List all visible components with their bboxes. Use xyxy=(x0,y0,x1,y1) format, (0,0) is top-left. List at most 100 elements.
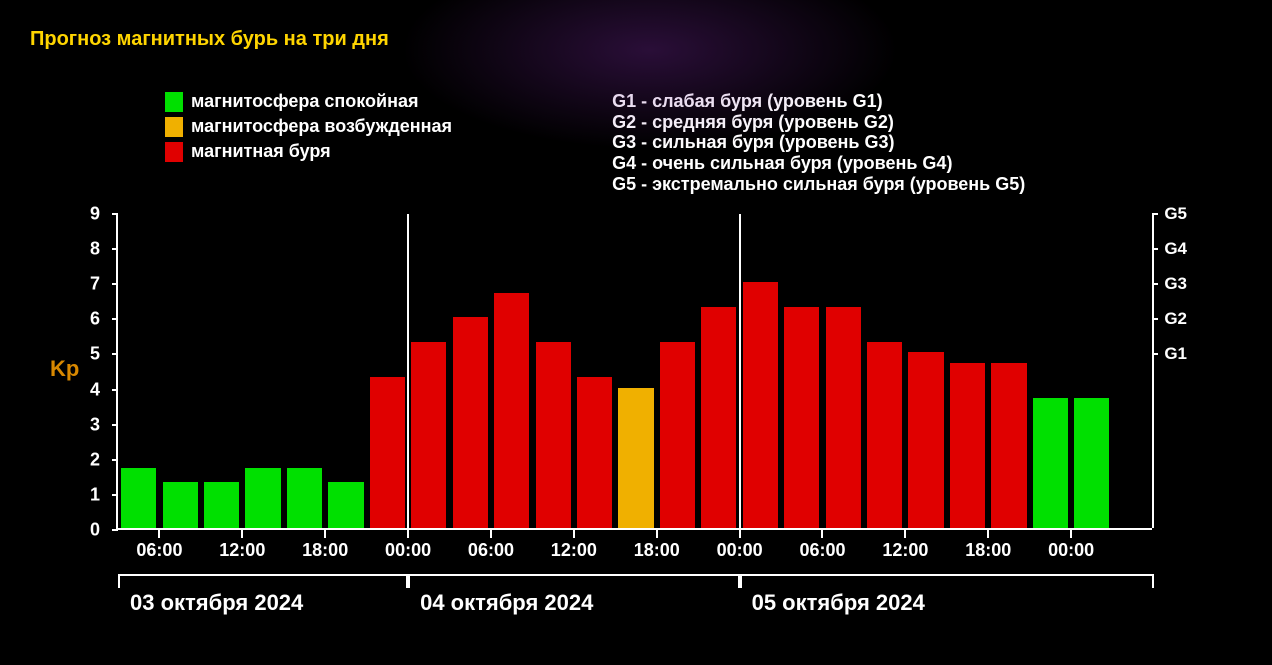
legend-label: магнитосфера спокойная xyxy=(191,91,419,112)
kp-bar xyxy=(784,307,819,528)
y-tick-mark xyxy=(112,248,118,250)
g-level-label: G5 xyxy=(1164,204,1187,224)
y-tick-label: 1 xyxy=(90,484,100,505)
x-tick-label: 00:00 xyxy=(717,540,763,561)
kp-bar xyxy=(370,377,405,528)
x-tick-mark xyxy=(821,530,823,538)
x-tick-mark xyxy=(656,530,658,538)
date-segment: 04 октября 2024 xyxy=(408,574,740,616)
g-scale-line: G2 - средняя буря (уровень G2) xyxy=(612,112,1025,133)
legend-label: магнитная буря xyxy=(191,141,331,162)
x-tick-label: 18:00 xyxy=(965,540,1011,561)
page-title: Прогноз магнитных бурь на три дня xyxy=(0,0,1272,51)
kp-bar xyxy=(287,468,322,528)
y-tick-mark xyxy=(112,494,118,496)
x-tick-mark xyxy=(407,530,409,538)
kp-bar xyxy=(991,363,1026,528)
date-label: 05 октября 2024 xyxy=(752,590,925,616)
legend-row: магнитосфера спокойная магнитосфера возбу… xyxy=(0,91,1272,194)
kp-bar xyxy=(204,482,239,528)
y-tick-mark xyxy=(112,424,118,426)
g-level-label: G1 xyxy=(1164,344,1187,364)
x-tick-label: 00:00 xyxy=(385,540,431,561)
x-tick-label: 18:00 xyxy=(302,540,348,561)
legend-swatch xyxy=(165,142,183,162)
y-tick-mark xyxy=(112,283,118,285)
legend-label: магнитосфера возбужденная xyxy=(191,116,452,137)
kp-bar xyxy=(826,307,861,528)
x-tick-label: 06:00 xyxy=(468,540,514,561)
y-tick-mark xyxy=(112,389,118,391)
x-tick-label: 06:00 xyxy=(136,540,182,561)
y-tick-mark xyxy=(112,353,118,355)
g-scale-line: G4 - очень сильная буря (уровень G4) xyxy=(612,153,1025,174)
y-tick-label: 3 xyxy=(90,414,100,435)
y-tick-mark xyxy=(112,318,118,320)
x-tick-mark xyxy=(241,530,243,538)
g-level-label: G4 xyxy=(1164,239,1187,259)
plot-area: 0123456789G1G2G3G4G506:0012:0018:0000:00… xyxy=(116,214,1152,530)
kp-bar xyxy=(1033,398,1068,528)
legend-item: магнитосфера спокойная xyxy=(165,91,452,112)
legend-swatch xyxy=(165,92,183,112)
x-tick-label: 18:00 xyxy=(634,540,680,561)
x-tick-mark xyxy=(158,530,160,538)
x-tick-mark xyxy=(904,530,906,538)
x-tick-mark xyxy=(490,530,492,538)
date-bracket xyxy=(740,574,1154,588)
kp-bar xyxy=(411,342,446,528)
y-tick-mark xyxy=(112,529,118,531)
day-divider xyxy=(739,214,741,528)
y-tick-label: 8 xyxy=(90,239,100,260)
y-tick-mark xyxy=(112,213,118,215)
y-tick-label: 7 xyxy=(90,274,100,295)
kp-bar xyxy=(121,468,156,528)
legend-item: магнитосфера возбужденная xyxy=(165,116,452,137)
x-tick-mark xyxy=(1070,530,1072,538)
x-tick-label: 12:00 xyxy=(219,540,265,561)
kp-bar xyxy=(867,342,902,528)
kp-bar xyxy=(163,482,198,528)
day-divider xyxy=(407,214,409,528)
kp-bar xyxy=(701,307,736,528)
kp-bar xyxy=(660,342,695,528)
y-tick-label: 2 xyxy=(90,449,100,470)
kp-bar xyxy=(743,282,778,528)
kp-bar xyxy=(536,342,571,528)
date-bracket xyxy=(118,574,408,588)
kp-bar xyxy=(494,293,529,528)
date-segment: 05 октября 2024 xyxy=(740,574,1154,616)
x-tick-mark xyxy=(324,530,326,538)
kp-bar xyxy=(245,468,280,528)
kp-bar xyxy=(618,388,653,528)
date-bracket xyxy=(408,574,740,588)
kp-bar xyxy=(453,317,488,528)
g-scale-line: G5 - экстремально сильная буря (уровень … xyxy=(612,174,1025,195)
y-tick-label: 0 xyxy=(90,520,100,541)
kp-bar xyxy=(950,363,985,528)
kp-bar xyxy=(577,377,612,528)
y-tick-label: 9 xyxy=(90,204,100,225)
date-label: 04 октября 2024 xyxy=(420,590,593,616)
g-scale-line: G3 - сильная буря (уровень G3) xyxy=(612,132,1025,153)
x-tick-label: 00:00 xyxy=(1048,540,1094,561)
y-tick-label: 4 xyxy=(90,379,100,400)
x-tick-mark xyxy=(739,530,741,538)
g-level-label: G3 xyxy=(1164,274,1187,294)
kp-bar xyxy=(1074,398,1109,528)
x-tick-label: 12:00 xyxy=(882,540,928,561)
date-label: 03 октября 2024 xyxy=(130,590,303,616)
g-scale-line: G1 - слабая буря (уровень G1) xyxy=(612,91,1025,112)
y-tick-label: 5 xyxy=(90,344,100,365)
legend-swatch xyxy=(165,117,183,137)
y-tick-label: 6 xyxy=(90,309,100,330)
x-tick-label: 06:00 xyxy=(799,540,845,561)
x-tick-mark xyxy=(987,530,989,538)
legend-item: магнитная буря xyxy=(165,141,452,162)
y-axis-label: Kp xyxy=(50,356,79,382)
x-tick-mark xyxy=(573,530,575,538)
y-tick-mark xyxy=(112,459,118,461)
g-level-label: G2 xyxy=(1164,309,1187,329)
kp-bar xyxy=(328,482,363,528)
kp-bar xyxy=(908,352,943,528)
